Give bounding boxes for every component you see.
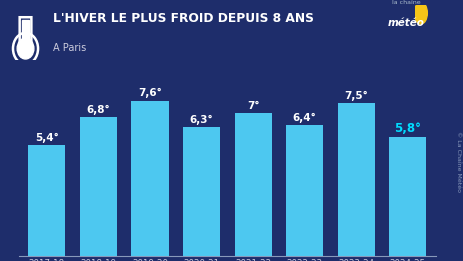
Bar bbox=[286, 125, 323, 256]
Bar bbox=[234, 113, 271, 256]
Text: 5,8°: 5,8° bbox=[394, 122, 420, 135]
Text: 7°: 7° bbox=[246, 101, 259, 111]
Bar bbox=[337, 103, 374, 256]
Text: la chaîne: la chaîne bbox=[391, 0, 419, 5]
Text: 7,5°: 7,5° bbox=[344, 91, 367, 100]
Circle shape bbox=[413, 2, 426, 24]
Text: 6,4°: 6,4° bbox=[292, 113, 316, 123]
Text: 6,3°: 6,3° bbox=[189, 115, 213, 125]
Text: météo: météo bbox=[387, 18, 424, 28]
Text: 5,4°: 5,4° bbox=[35, 133, 59, 144]
Bar bbox=[182, 127, 219, 256]
Text: 7,6°: 7,6° bbox=[138, 88, 162, 98]
Bar bbox=[388, 137, 425, 256]
Text: A Paris: A Paris bbox=[53, 43, 87, 53]
Bar bbox=[80, 117, 117, 256]
Circle shape bbox=[17, 38, 34, 59]
Text: L'HIVER LE PLUS FROID DEPUIS 8 ANS: L'HIVER LE PLUS FROID DEPUIS 8 ANS bbox=[53, 12, 313, 25]
Text: © La Chaîne Météo: © La Chaîne Météo bbox=[455, 131, 460, 192]
Text: 6,8°: 6,8° bbox=[87, 105, 110, 115]
Bar bbox=[22, 20, 29, 49]
Bar bbox=[28, 145, 65, 256]
Bar bbox=[131, 100, 168, 256]
